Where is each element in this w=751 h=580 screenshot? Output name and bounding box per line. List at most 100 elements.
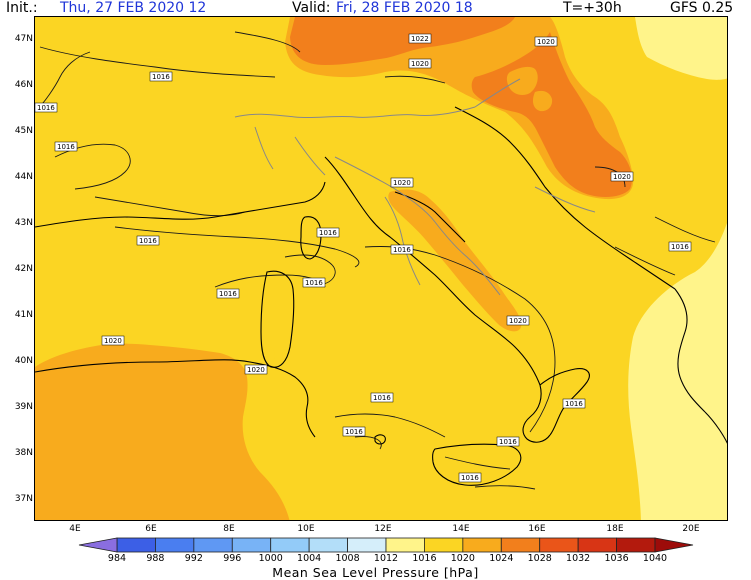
pressure-map: 1016 1016 1016 1016 1016 1016 1016 1016 …: [34, 16, 728, 521]
colorbar-tick-label: 1008: [335, 553, 360, 564]
isobar-label-box: [610, 171, 634, 182]
pressure-band-1020-1024-apennines: [388, 189, 522, 332]
coastlines: [35, 106, 727, 486]
isobar-label: 1020: [411, 60, 429, 68]
lat-label-43n: 43N: [14, 218, 33, 228]
lon-label-12e: 12E: [374, 524, 392, 534]
lat-label-40n: 40N: [14, 356, 33, 366]
lon-label-20e: 20E: [682, 524, 700, 534]
colorbar-tick-label: 1004: [297, 553, 322, 564]
lon-label-4e: 4E: [69, 524, 81, 534]
isobar-label-box: [136, 235, 160, 246]
colorbar-tick-label: 1020: [450, 553, 475, 564]
isobar-label-box: [370, 392, 394, 403]
colorbar-cell: [462, 537, 502, 553]
isobar-label: 1016: [305, 279, 323, 287]
isobar-label-box: [244, 364, 268, 375]
isobar-label: 1020: [509, 317, 527, 325]
pressure-band-1012-1016-east: [628, 222, 727, 520]
lat-label-44n: 44N: [14, 172, 33, 182]
lat-label-46n: 46N: [14, 80, 33, 90]
isobar-label: 1020: [247, 366, 265, 374]
lon-label-6e: 6E: [145, 524, 157, 534]
colorbar-cell: [116, 537, 156, 553]
lat-label-45n: 45N: [14, 126, 33, 136]
colorbar-cells: [116, 537, 656, 553]
model-name: GFS 0.25: [670, 0, 734, 16]
isobar-label: 1016: [461, 474, 479, 482]
isobar-label-box: [390, 244, 414, 255]
isobar-label-box: [302, 277, 326, 288]
isobar-label: 1020: [393, 179, 411, 187]
isobar-label: 1016: [57, 143, 75, 151]
political-borders: [234, 78, 596, 296]
isobar-label-box: [390, 177, 414, 188]
lon-label-16e: 16E: [528, 524, 546, 534]
colorbar: [78, 537, 694, 553]
lat-label-42n: 42N: [14, 264, 33, 274]
init-value: Thu, 27 FEB 2020 12: [60, 0, 207, 16]
forecast-step: T=+30h: [563, 0, 622, 16]
init-label: Init.:: [6, 0, 38, 16]
isobar-label: 1016: [565, 400, 583, 408]
lat-label-38n: 38N: [14, 448, 33, 458]
colorbar-cell: [539, 537, 579, 553]
isobar-label-box: [35, 102, 58, 113]
colorbar-tick-label: 984: [107, 553, 127, 564]
isobar-label: 1022: [411, 35, 429, 43]
map-header: Init.: Thu, 27 FEB 2020 12 Valid: Fri, 2…: [0, 0, 751, 16]
colorbar-cell: [308, 537, 348, 553]
pressure-band-1012-1016-northeast: [635, 17, 727, 80]
isobar-label-box: [562, 398, 586, 409]
colorbar-tick-label: 1000: [258, 553, 283, 564]
pressure-band-1020-1024-southwest: [35, 343, 290, 520]
lat-label-37n: 37N: [14, 494, 33, 504]
colorbar-cell: [577, 537, 617, 553]
colorbar-cell: [270, 537, 310, 553]
colorbar-tick-label: 1012: [373, 553, 399, 564]
isobar-lines: [35, 31, 716, 490]
colorbar-right-arrow: [654, 537, 694, 553]
colorbar-tick-label: 1016: [412, 553, 437, 564]
lon-label-8e: 8E: [223, 524, 235, 534]
pressure-band-1024-1028-alps: [290, 17, 515, 65]
isobar-label-box: [408, 58, 432, 69]
isobar-label: 1016: [373, 394, 391, 402]
isobar-label: 1016: [37, 104, 55, 112]
valid-label: Valid:: [292, 0, 331, 16]
isobar-label-box: [496, 436, 520, 447]
colorbar-tick-label: 1036: [604, 553, 629, 564]
lat-label-39n: 39N: [14, 402, 33, 412]
colorbar-tick-label: 992: [184, 553, 203, 564]
isobar-label-box: [216, 288, 240, 299]
colorbar-cell: [424, 537, 464, 553]
pressure-band-1024-1028-hungary: [506, 66, 538, 95]
colorbar-left-arrow: [78, 537, 118, 553]
colorbar-cell: [155, 537, 195, 553]
lat-label-47n: 47N: [14, 34, 33, 44]
isobar-label: 1016: [671, 243, 689, 251]
lon-label-18e: 18E: [606, 524, 624, 534]
isobar-label: 1016: [499, 438, 517, 446]
colorbar-title: Mean Sea Level Pressure [hPa]: [272, 565, 479, 580]
isobar-label: 1016: [152, 73, 170, 81]
pressure-map-canvas: 1016 1016 1016 1016 1016 1016 1016 1016 …: [35, 17, 727, 520]
isobar-label-box: [54, 141, 78, 152]
valid-value: Fri, 28 FEB 2020 18: [336, 0, 473, 16]
isobar-label: 1016: [345, 428, 363, 436]
colorbar-tick-label: 1040: [642, 553, 668, 564]
lon-label-10e: 10E: [297, 524, 315, 534]
colorbar-cell: [231, 537, 272, 553]
colorbar-tick-label: 988: [146, 553, 165, 564]
isobar-label-box: [101, 335, 125, 346]
colorbar-cell: [193, 537, 233, 553]
colorbar-cell: [616, 537, 656, 553]
isobar-label-box: [534, 36, 558, 47]
isobar-label-box: [149, 71, 173, 82]
lat-label-41n: 41N: [14, 310, 33, 320]
isobar-label-box: [408, 33, 432, 44]
isobar-label: 1020: [613, 173, 631, 181]
colorbar-tick-label: 996: [223, 553, 242, 564]
pressure-band-1012-1016-tyrrhenian: [262, 346, 275, 362]
colorbar-cell: [347, 537, 387, 553]
